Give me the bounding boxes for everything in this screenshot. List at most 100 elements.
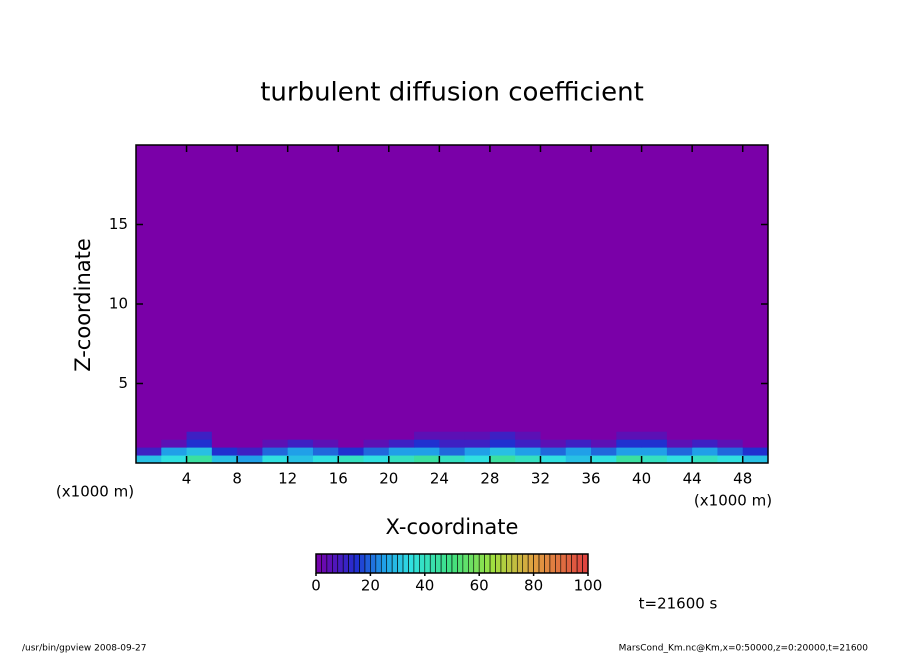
colorbar-swatch — [375, 553, 382, 574]
colorbar-swatch — [489, 553, 496, 574]
heat-cell — [692, 455, 718, 464]
heat-cell — [414, 145, 440, 432]
colorbar-swatch — [424, 553, 431, 574]
colorbar-swatch — [408, 553, 415, 574]
colorbar-swatch — [500, 553, 507, 574]
heat-cell — [211, 439, 238, 448]
y-unit-label: (x1000 m) — [56, 483, 134, 501]
heat-cell — [312, 455, 339, 464]
heat-cell — [591, 431, 617, 440]
colorbar-swatch — [413, 553, 420, 574]
heat-cell — [616, 145, 643, 432]
heat-cell — [338, 431, 365, 440]
colorbar-swatch — [451, 553, 458, 574]
time-label: t=21600 s — [639, 595, 718, 613]
colorbar-swatch — [549, 553, 556, 574]
colorbar-swatch — [380, 553, 388, 574]
colorbar-swatch — [538, 553, 545, 574]
colorbar-tick-label: 40 — [415, 577, 434, 595]
heat-cell — [363, 431, 390, 440]
colorbar-swatch — [315, 553, 322, 574]
heat-cell — [136, 455, 162, 464]
heat-cell — [136, 447, 162, 456]
colorbar-swatch — [527, 553, 534, 574]
heat-cell — [666, 145, 693, 432]
heat-cell — [439, 439, 466, 448]
heat-cell — [439, 455, 466, 464]
heat-cell — [641, 439, 668, 448]
heat-cell — [616, 447, 643, 456]
x-tick-label: 36 — [581, 470, 600, 488]
colorbar-swatch — [402, 553, 409, 574]
heat-cell — [666, 439, 693, 448]
heat-cell — [641, 145, 668, 432]
colorbar-swatch — [478, 553, 485, 574]
heat-cell — [161, 439, 188, 448]
colorbar-swatch — [332, 553, 339, 574]
heat-cell — [489, 455, 516, 464]
colorbar-swatch — [560, 553, 567, 574]
colorbar-swatch — [468, 553, 475, 574]
colorbar-swatch — [522, 553, 529, 574]
heat-cell — [692, 439, 718, 448]
colorbar-swatch — [348, 553, 355, 574]
heat-cell — [237, 439, 263, 448]
heat-cell — [439, 145, 466, 432]
heat-cell — [540, 447, 567, 456]
colorbar-swatch — [342, 553, 349, 574]
heat-cell — [616, 455, 643, 464]
x-tick-label: 32 — [531, 470, 550, 488]
heat-cell — [262, 145, 289, 432]
colorbar-tick-label: 80 — [524, 577, 543, 595]
heat-cell — [312, 439, 339, 448]
heat-cell — [515, 145, 541, 432]
x-unit-label: (x1000 m) — [694, 492, 772, 510]
heat-cell — [161, 455, 188, 464]
colorbar-swatch — [571, 553, 578, 574]
colorbar-swatch — [462, 553, 469, 574]
colorbar-swatch — [516, 553, 524, 574]
heat-cell — [237, 447, 263, 456]
heat-cell — [464, 145, 491, 432]
heat-cell — [414, 447, 440, 456]
heat-cell — [363, 455, 390, 464]
heat-cell — [591, 447, 617, 456]
colorbar-swatch — [582, 553, 589, 574]
heat-cell — [717, 431, 744, 440]
colorbar-swatch — [321, 553, 328, 574]
x-tick-label: 20 — [379, 470, 398, 488]
colorbar-swatch — [391, 553, 398, 574]
heat-cell — [287, 455, 314, 464]
heat-cell — [237, 431, 263, 440]
heat-cell — [439, 447, 466, 456]
x-tick-label: 40 — [632, 470, 651, 488]
heat-cell — [717, 145, 744, 432]
heat-cell — [237, 455, 263, 464]
heat-cell — [489, 145, 516, 432]
heat-cell — [186, 439, 213, 448]
heat-cell — [363, 447, 390, 456]
colorbar-frame — [315, 553, 589, 574]
heat-cell — [666, 431, 693, 440]
heat-cell — [489, 431, 516, 440]
colorbar-swatch — [440, 553, 447, 574]
heat-cell — [414, 431, 440, 440]
heat-cell — [565, 439, 592, 448]
heat-cell — [161, 447, 188, 456]
heat-cell — [211, 145, 238, 432]
heat-cell — [616, 439, 643, 448]
y-axis-label: Z-coordinate — [71, 238, 95, 372]
colorbar-swatch — [511, 553, 518, 574]
heat-cell — [312, 145, 339, 432]
x-tick-label: 16 — [329, 470, 348, 488]
heat-cell — [742, 145, 769, 432]
colorbar-swatch — [326, 553, 333, 574]
heat-cell — [742, 447, 769, 456]
colorbar-swatch — [419, 553, 426, 574]
heat-cell — [237, 145, 263, 432]
heat-cell — [439, 431, 466, 440]
heat-cell — [540, 431, 567, 440]
colorbar-tick-label: 0 — [311, 577, 321, 595]
heat-cell — [136, 431, 162, 440]
x-tick-label: 24 — [430, 470, 449, 488]
